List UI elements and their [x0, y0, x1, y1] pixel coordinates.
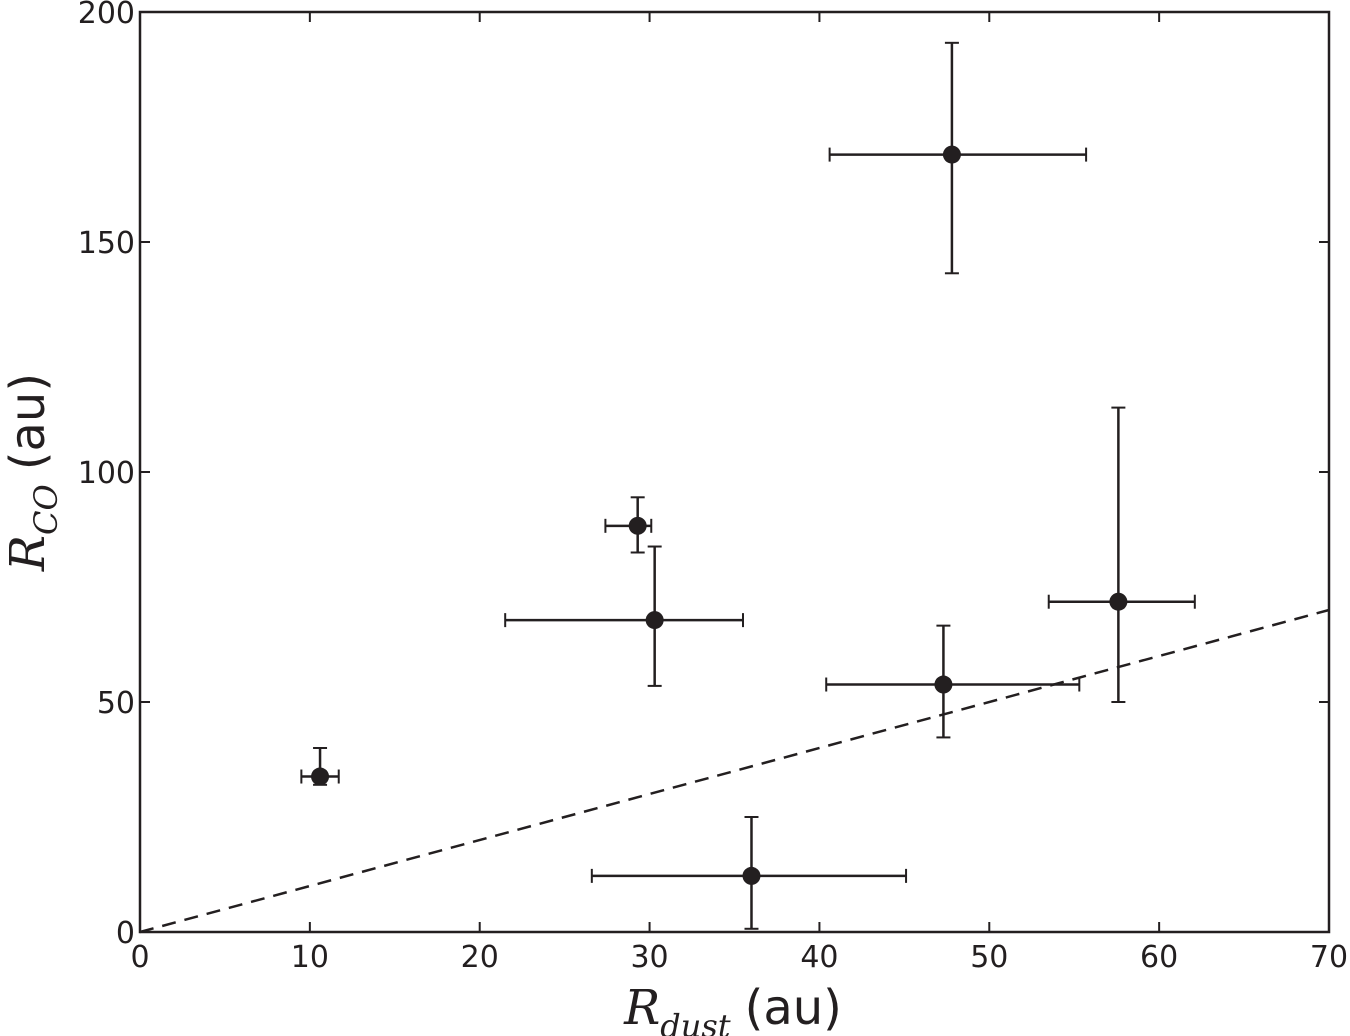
data-point-group — [1047, 406, 1196, 703]
data-point-group — [604, 496, 653, 554]
x-tick-label: 20 — [461, 940, 499, 975]
data-point — [628, 516, 647, 535]
y-axis-symbol: R — [0, 535, 56, 572]
data-point — [645, 611, 664, 630]
x-axis-subscript: dust — [660, 1007, 731, 1036]
data-point-group — [825, 624, 1081, 739]
data-point — [942, 145, 961, 164]
data-point — [311, 767, 330, 786]
x-tick-label: 10 — [291, 940, 329, 975]
x-axis-unit: (au) — [745, 980, 842, 1036]
data-point — [1109, 592, 1128, 611]
data-point — [742, 866, 761, 885]
data-point-group — [300, 747, 340, 786]
x-tick-label: 60 — [1140, 940, 1178, 975]
data-point-group — [590, 816, 908, 930]
y-tick-label: 50 — [97, 686, 135, 721]
tick-layer: 0 10 20 30 40 50 60 70 0 50 100 150 200 — [78, 0, 1348, 975]
y-tick-label: 150 — [78, 226, 135, 261]
x-tick-label: 50 — [970, 940, 1008, 975]
plot-layer — [139, 41, 1330, 934]
y-axis-label: RCO (au) — [0, 373, 65, 572]
y-axis-unit: (au) — [0, 373, 56, 470]
x-tick-label: 30 — [630, 940, 668, 975]
y-tick-label: 100 — [78, 456, 135, 491]
x-tick-label: 70 — [1310, 940, 1348, 975]
plot-frame — [138, 10, 1331, 934]
x-axis-symbol: R — [623, 980, 660, 1036]
data-point-group — [504, 545, 744, 687]
x-tick-label: 40 — [800, 940, 838, 975]
data-point — [934, 675, 953, 694]
y-axis-subscript: CO — [27, 484, 65, 535]
x-axis-label: Rdust (au) — [623, 980, 842, 1036]
y-tick-label: 200 — [78, 0, 135, 31]
y-tick-label: 0 — [116, 916, 135, 951]
x-tick-label: 0 — [130, 940, 149, 975]
data-point-group — [828, 41, 1088, 275]
